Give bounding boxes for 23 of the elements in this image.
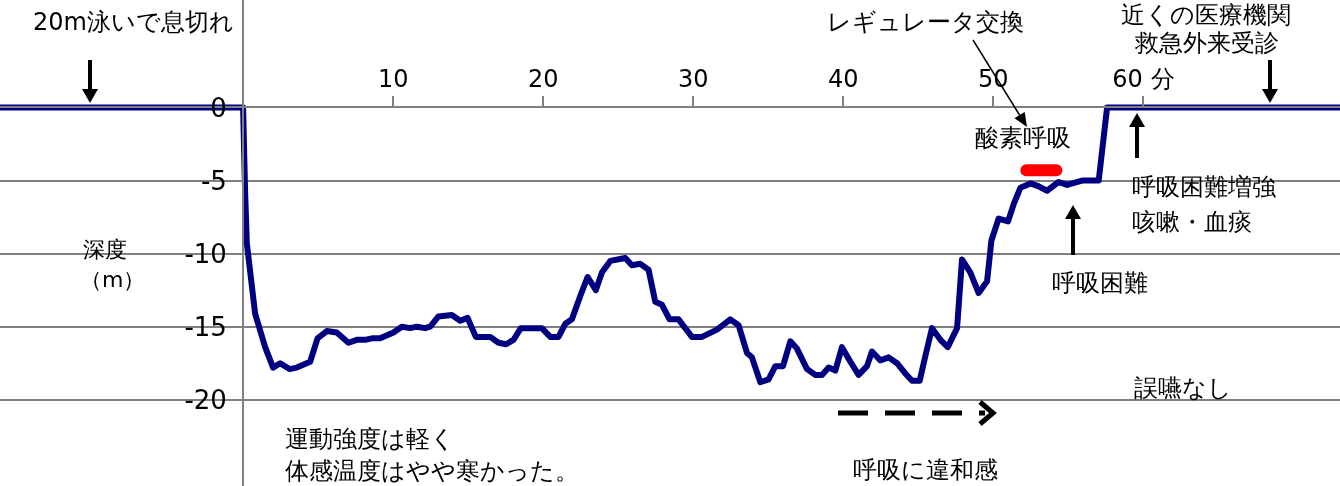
annotation: 咳嗽・血痰 bbox=[1132, 208, 1252, 236]
x-tick-label: 10 bbox=[377, 64, 409, 93]
y-tick-label: 0 bbox=[210, 92, 227, 123]
y-tick-label: -15 bbox=[184, 311, 227, 342]
x-tick-label: 40 bbox=[828, 64, 859, 93]
annotation: 体感温度はやや寒かった。 bbox=[285, 457, 579, 485]
annotation: 呼吸困難増強 bbox=[1132, 173, 1276, 201]
y-tick-label: -10 bbox=[184, 238, 227, 269]
annotation: 20m泳いで息切れ bbox=[33, 8, 234, 36]
series-label: 酸素呼吸 bbox=[975, 124, 1071, 152]
x-tick-label: 30 bbox=[677, 64, 709, 93]
y-tick-label: -5 bbox=[200, 165, 227, 196]
annotation: 運動強度は軽く bbox=[285, 425, 455, 453]
annotation: 近くの医療機関 bbox=[1121, 1, 1291, 29]
x-tick-label: 20 bbox=[527, 64, 559, 93]
y-axis-title: 深度（m） bbox=[80, 236, 146, 294]
annotation: レギュレータ交換 bbox=[827, 8, 1024, 36]
annotation: 救急外来受診 bbox=[1134, 29, 1279, 57]
annotation: 呼吸困難 bbox=[1052, 269, 1148, 297]
annotation: 呼吸に違和感 bbox=[853, 456, 998, 484]
x-tick-label: 60 分 bbox=[1112, 64, 1175, 93]
y-tick-label: -20 bbox=[184, 384, 227, 415]
annotation: 誤嚥なし bbox=[1134, 374, 1232, 402]
